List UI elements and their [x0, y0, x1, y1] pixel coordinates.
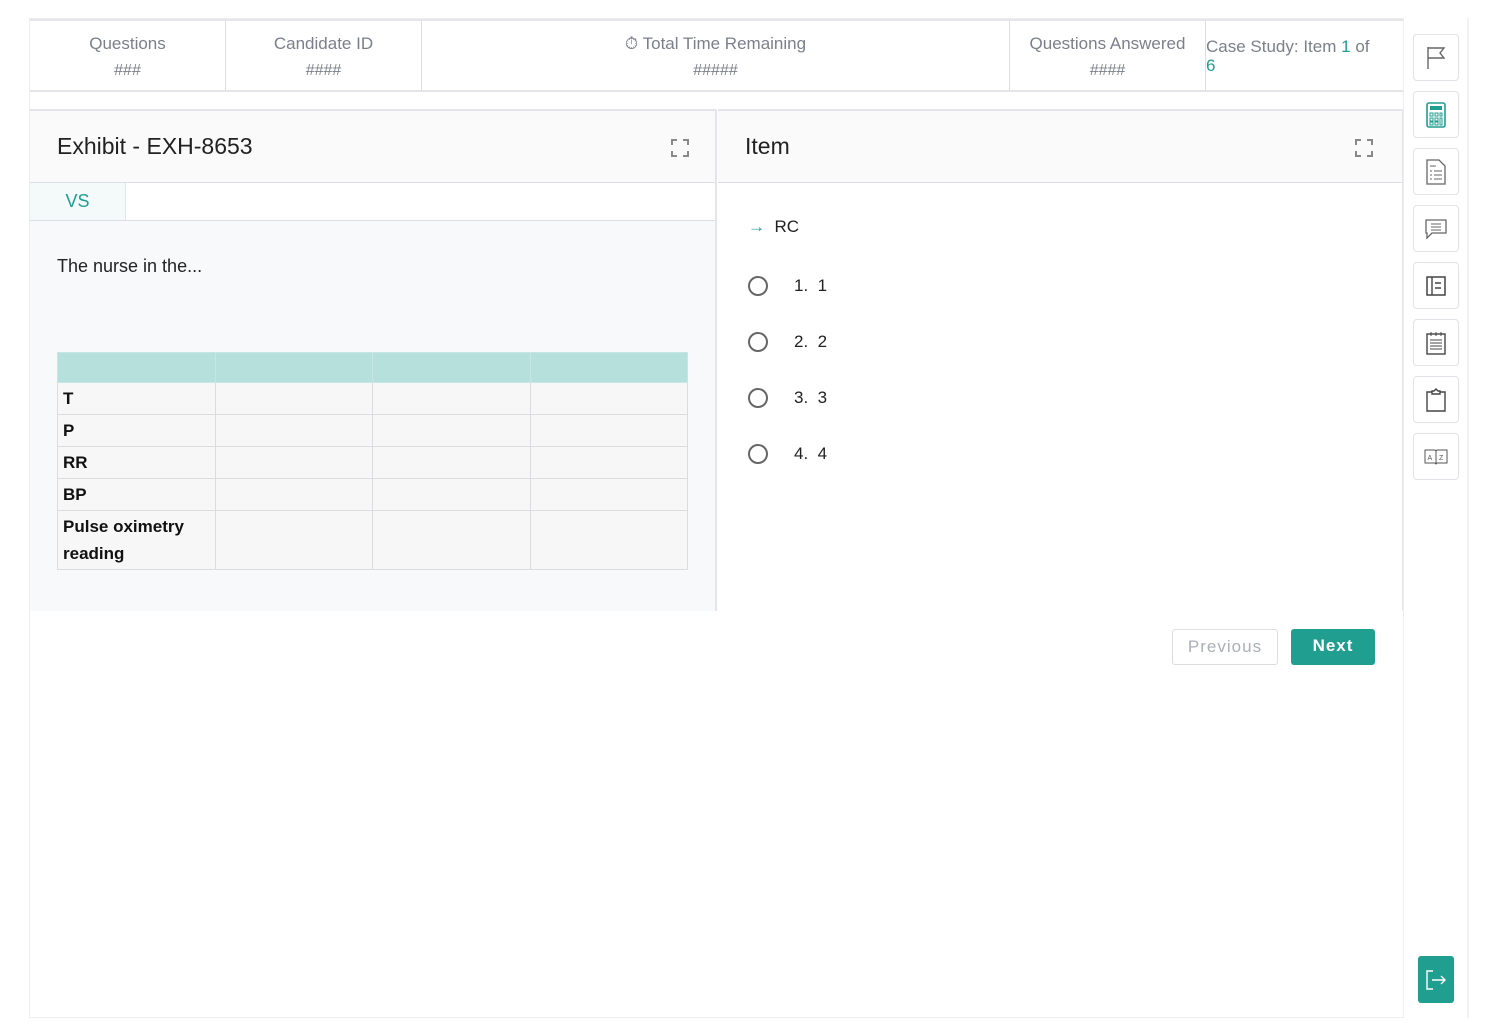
expand-icon[interactable] — [1355, 139, 1373, 157]
exam-main: Questions ### Candidate ID #### ⏱ Total Ti… — [29, 18, 1403, 1018]
exhibit-title: Exhibit - EXH-8653 — [57, 133, 253, 159]
case-study-progress: Case Study: Item 1 of 6 — [1206, 21, 1403, 90]
form-list-button[interactable] — [1413, 148, 1459, 195]
option-label: 1 — [817, 276, 828, 295]
answered-stat: Questions Answered #### — [1010, 21, 1206, 90]
table-row: BP — [57, 478, 689, 511]
notepad-button[interactable] — [1413, 319, 1459, 366]
option-label: 4 — [817, 444, 828, 463]
notes-panel-button[interactable] — [1413, 262, 1459, 309]
option-num: 2. — [794, 332, 809, 351]
option-num: 3. — [794, 388, 809, 407]
timer-icon: ⏱ — [624, 34, 643, 53]
option-2[interactable]: 2. 2 — [748, 332, 827, 352]
flag-icon — [1427, 46, 1446, 69]
option-label: 2 — [817, 332, 828, 351]
row-label: BP — [57, 478, 216, 511]
option-num: 4. — [794, 444, 809, 463]
time-stat: ⏱ Total Time Remaining ##### — [422, 21, 1010, 90]
case-total: 6 — [1206, 56, 1216, 75]
clipboard-button[interactable] — [1413, 376, 1459, 423]
option-label: 3 — [817, 388, 828, 407]
exit-button[interactable] — [1418, 956, 1454, 1003]
item-panel: Item → RC 1. 1 2. 2 3. 3 4. 4 — [718, 109, 1403, 611]
previous-button[interactable]: Previous — [1172, 629, 1278, 665]
option-1[interactable]: 1. 1 — [748, 276, 827, 296]
comment-icon — [1425, 218, 1447, 240]
svg-text:A: A — [1428, 455, 1433, 462]
option-4[interactable]: 4. 4 — [748, 444, 827, 464]
table-row: Pulse oximetry reading — [57, 510, 689, 570]
tab-vs[interactable]: VS — [30, 183, 126, 220]
questions-label: Questions — [89, 34, 166, 53]
calculator-button[interactable] — [1413, 91, 1459, 138]
questions-stat: Questions ### — [30, 21, 226, 90]
calculator-icon — [1426, 101, 1446, 128]
svg-text:Z: Z — [1439, 455, 1444, 462]
option-3[interactable]: 3. 3 — [748, 388, 827, 408]
arrow-right-icon: → — [748, 217, 775, 236]
table-row: P — [57, 414, 689, 447]
table-row: T — [57, 382, 689, 415]
case-prefix: Case Study: Item — [1206, 37, 1342, 56]
candidate-stat: Candidate ID #### — [226, 21, 422, 90]
exhibit-text: The nurse in the... — [57, 256, 203, 276]
case-current: 1 — [1341, 37, 1351, 56]
notes-panel-icon — [1426, 275, 1446, 296]
row-label: T — [57, 382, 216, 415]
answered-label: Questions Answered — [1029, 34, 1186, 53]
time-value: ##### — [693, 62, 738, 79]
radio-button[interactable] — [748, 276, 768, 296]
exhibit-panel: Exhibit - EXH-8653 VS The nurse in the..… — [30, 109, 717, 611]
clipboard-icon — [1426, 387, 1446, 412]
form-list-icon — [1426, 158, 1446, 185]
radio-button[interactable] — [748, 444, 768, 464]
case-of: of — [1350, 37, 1370, 56]
row-label: P — [57, 414, 216, 447]
flag-button[interactable] — [1413, 34, 1459, 81]
vitals-table: T P RR BP Pulse oximetry reading — [57, 352, 689, 570]
radio-button[interactable] — [748, 388, 768, 408]
exam-header: Questions ### Candidate ID #### ⏱ Total Ti… — [30, 19, 1403, 92]
comment-button[interactable] — [1413, 205, 1459, 252]
candidate-label: Candidate ID — [273, 34, 374, 53]
option-num: 1. — [794, 276, 809, 295]
table-row: RR — [57, 446, 689, 479]
exit-icon — [1426, 969, 1446, 990]
expand-icon[interactable] — [671, 139, 689, 157]
row-label: RR — [57, 446, 216, 479]
notepad-icon — [1426, 331, 1446, 355]
row-label: Pulse oximetry reading — [57, 510, 216, 570]
questions-value: ### — [114, 62, 141, 79]
time-label: Total Time Remaining — [642, 34, 807, 53]
candidate-value: #### — [305, 62, 342, 79]
radio-button[interactable] — [748, 332, 768, 352]
item-prompt: RC — [774, 217, 800, 236]
next-button[interactable]: Next — [1291, 629, 1375, 665]
answered-value: #### — [1089, 62, 1126, 79]
item-title: Item — [745, 133, 790, 159]
